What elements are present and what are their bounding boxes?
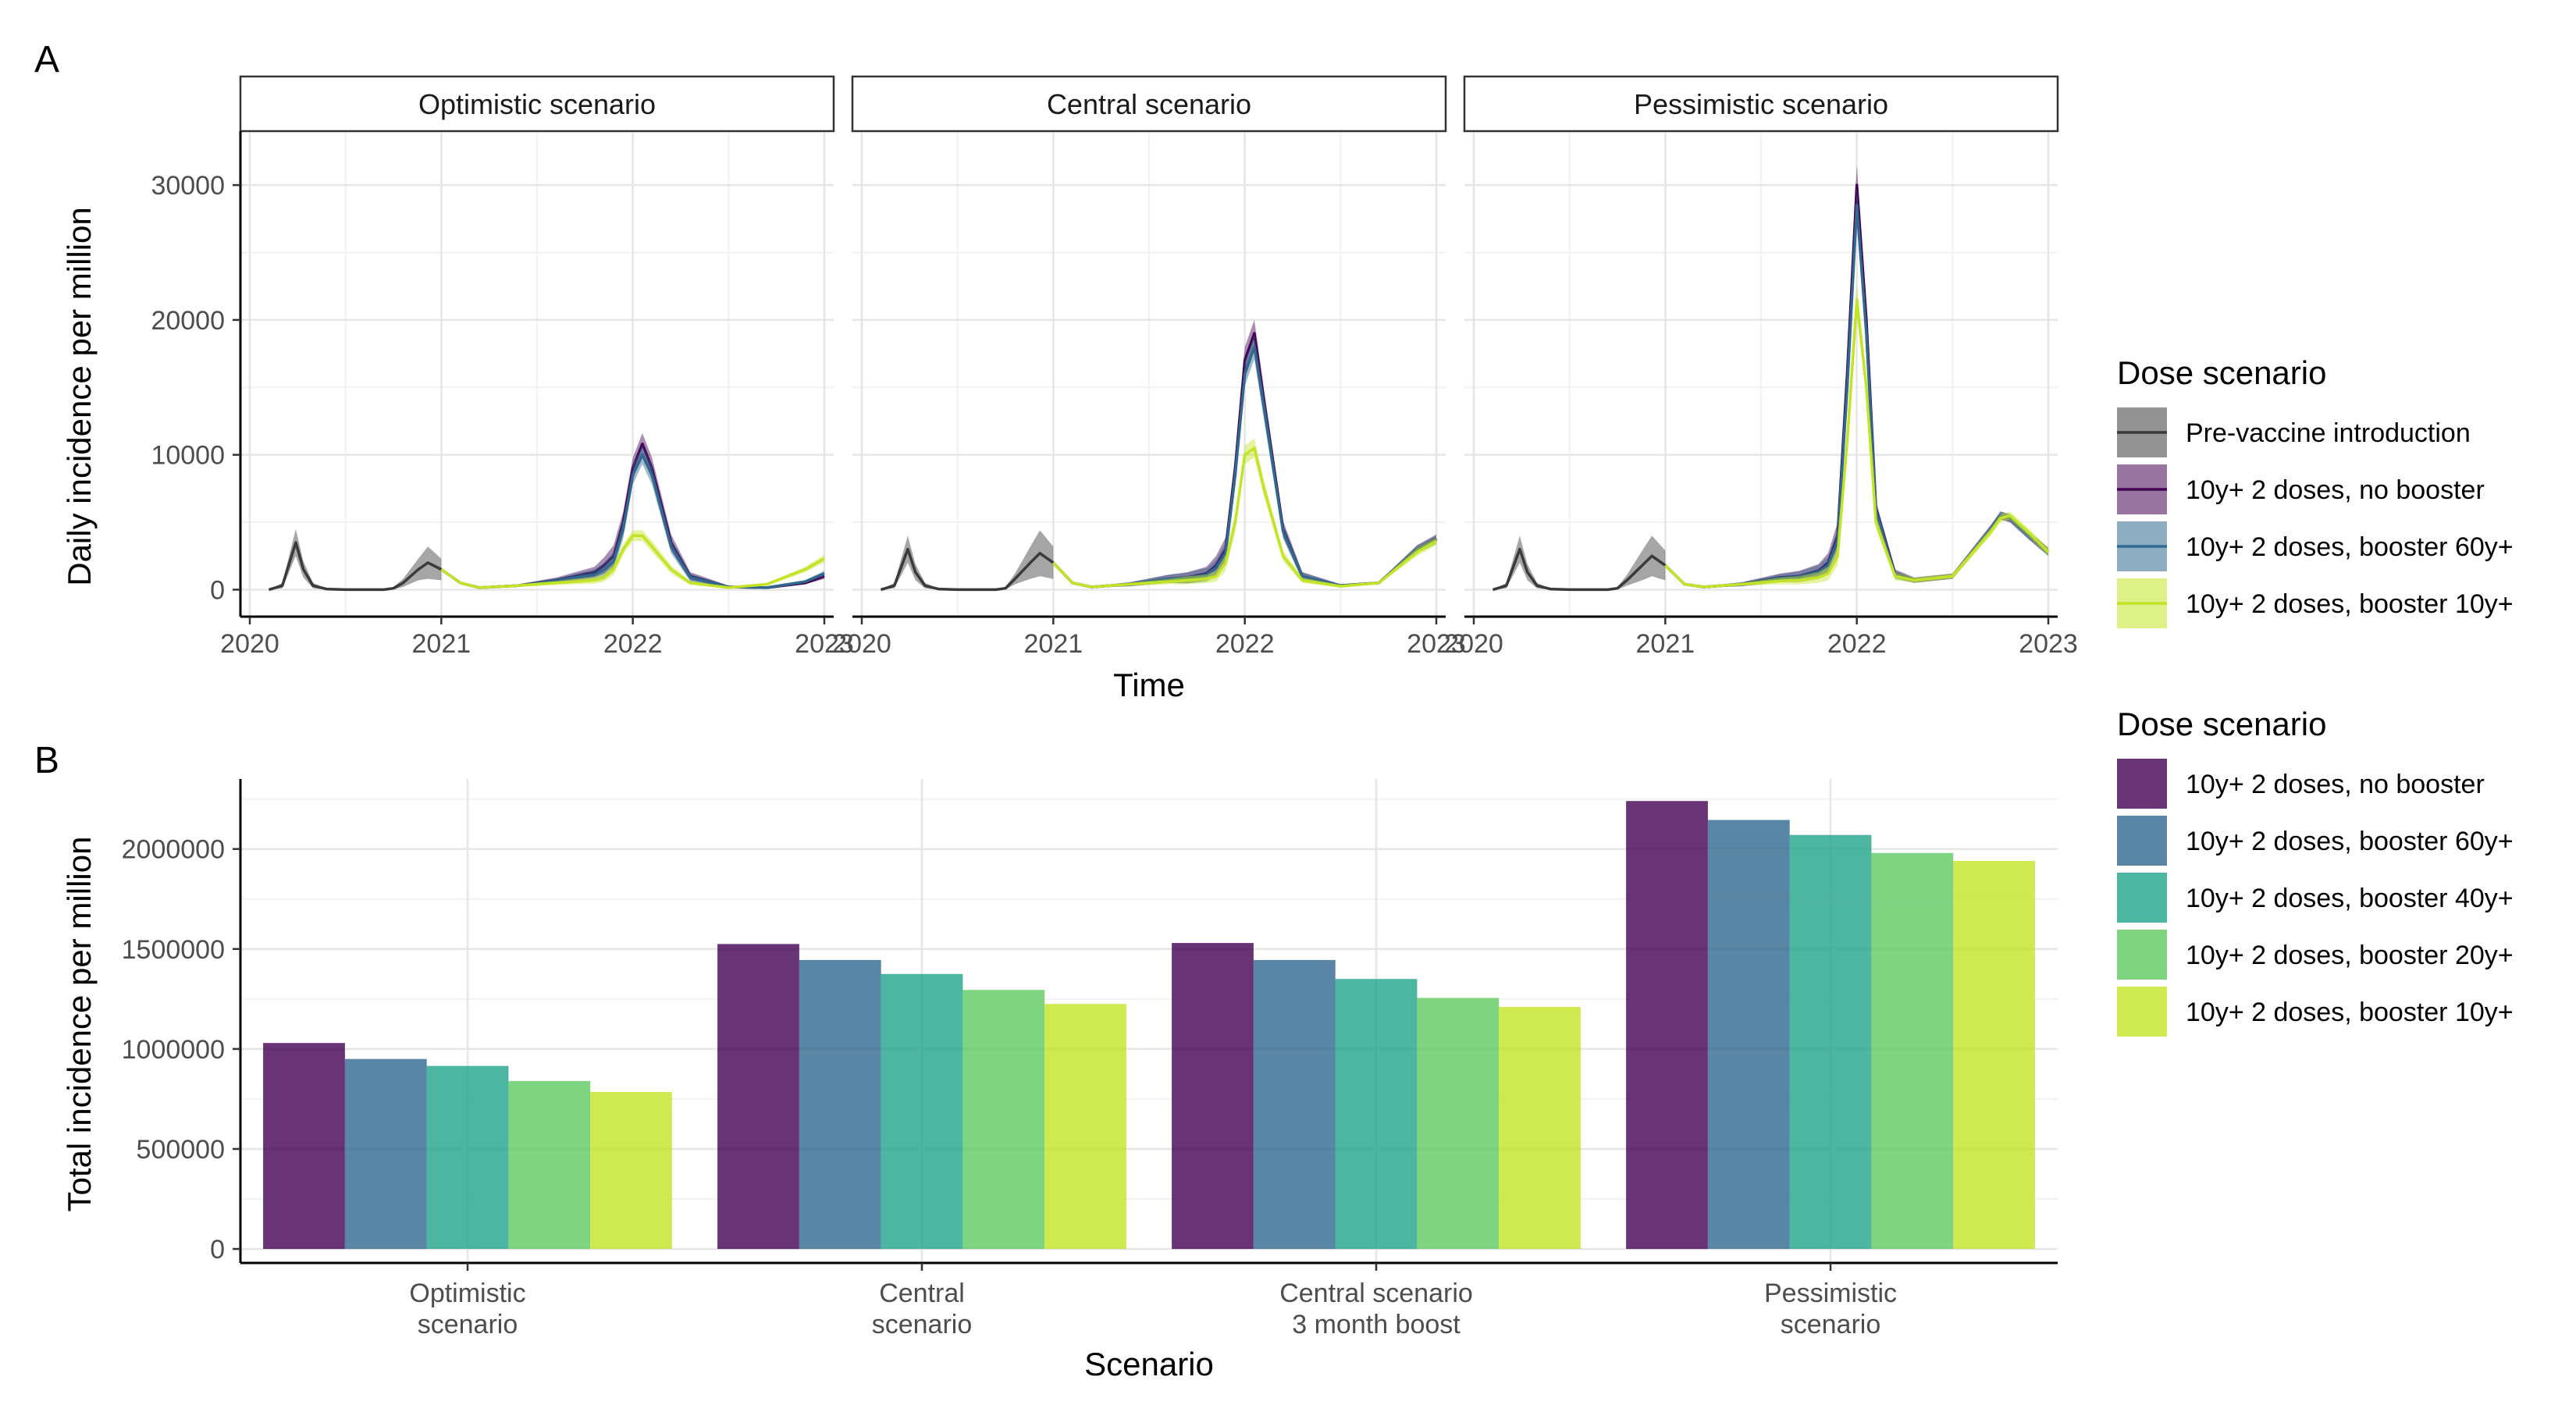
- facet-strip-title: Central scenario: [1047, 88, 1251, 120]
- legend-key: [2117, 873, 2167, 923]
- legend-key: [2117, 930, 2167, 980]
- facet-strip: [851, 75, 1447, 133]
- x-tick-label: 2022: [1215, 629, 1275, 659]
- facet-strip-title: Optimistic scenario: [418, 88, 656, 120]
- legend-key: [2117, 759, 2167, 809]
- line-legend: Dose scenario Pre-vaccine introduction 10…: [2117, 354, 2514, 628]
- x-tick-label: Central scenario: [1279, 1279, 1473, 1308]
- x-tick-label: 2020: [220, 629, 279, 659]
- bar: [1707, 820, 1790, 1249]
- bar: [344, 1058, 427, 1250]
- legend-label: 10y+ 2 doses, booster 10y+: [2186, 998, 2514, 1027]
- x-tick-label: 2021: [1636, 629, 1695, 659]
- y-tick-label: 30000: [151, 171, 225, 201]
- facet-strip-title: Pessimistic scenario: [1634, 88, 1888, 120]
- y-tick-label: 20000: [151, 306, 225, 336]
- y-tick-label: 500000: [137, 1135, 225, 1165]
- bar: [426, 1065, 509, 1249]
- y-tick-label: 1000000: [122, 1035, 225, 1065]
- bar: [1953, 861, 2035, 1249]
- panel-label-a: A: [34, 39, 59, 80]
- bar: [799, 959, 881, 1250]
- y-tick-label: 10000: [151, 441, 225, 471]
- bar-legend-title: Dose scenario: [2117, 706, 2326, 742]
- facet-strip: [239, 75, 835, 133]
- x-tick-label: 2022: [603, 629, 663, 659]
- line-chart-panel: Optimistic scenario 2020 2021 2022 2023 Centr…: [61, 75, 2514, 703]
- bar: [263, 1043, 345, 1250]
- x-tick-label: scenario: [1781, 1310, 1881, 1339]
- y-tick-label: 2000000: [122, 835, 225, 865]
- x-tick-label: 2023: [795, 629, 854, 659]
- x-tick-label: 2020: [1444, 629, 1503, 659]
- bar-x-axis-label: Scenario: [1084, 1346, 1214, 1382]
- bar: [1417, 998, 1500, 1249]
- facet-strip: [1463, 75, 2059, 133]
- bar-axis-layer: 0500000100000015000002000000Optimisticsc…: [122, 779, 2058, 1339]
- y-tick-label: 0: [210, 575, 225, 605]
- bar: [1499, 1007, 1581, 1250]
- bar: [508, 1080, 591, 1250]
- legend-label: 10y+ 2 doses, booster 10y+: [2186, 589, 2514, 619]
- x-tick-label: 2022: [1827, 629, 1887, 659]
- bar: [590, 1092, 672, 1250]
- series-line: [1493, 547, 1667, 592]
- legend-label: Pre-vaccine introduction: [2186, 418, 2471, 448]
- legend-label: 10y+ 2 doses, no booster: [2186, 475, 2485, 505]
- x-tick-label: 2023: [1407, 629, 1466, 659]
- bar: [1044, 1004, 1126, 1249]
- series-line: [881, 547, 1055, 592]
- legend-label: 10y+ 2 doses, booster 60y+: [2186, 827, 2514, 856]
- x-tick-label: Central: [879, 1279, 965, 1308]
- x-tick-label: Pessimistic: [1764, 1279, 1897, 1308]
- facet-data-layer: [269, 165, 2050, 592]
- line-y-axis-label: Daily incidence per million: [61, 207, 98, 586]
- bar-y-axis-label: Total incidence per million: [61, 837, 98, 1212]
- legend-label: 10y+ 2 doses, no booster: [2186, 770, 2485, 799]
- bar: [1253, 959, 1336, 1250]
- legend-label: 10y+ 2 doses, booster 20y+: [2186, 941, 2514, 970]
- x-tick-label: scenario: [872, 1310, 973, 1339]
- series-line: [1052, 446, 1437, 589]
- x-tick-label: 2020: [832, 629, 891, 659]
- bar-data-layer: [263, 801, 2035, 1250]
- bar-legend: Dose scenario 10y+ 2 doses, no booster 10…: [2117, 706, 2514, 1037]
- bar: [881, 973, 963, 1250]
- x-tick-label: 2021: [1024, 629, 1083, 659]
- bar: [962, 990, 1045, 1250]
- bar: [1871, 852, 1954, 1250]
- bar-chart-panel: 0500000100000015000002000000Optimisticsc…: [61, 706, 2514, 1382]
- facet-axis-layer: Optimistic scenario 2020 2021 2022 2023 Centr…: [151, 75, 2078, 659]
- legend-label: 10y+ 2 doses, booster 40y+: [2186, 884, 2514, 913]
- x-tick-label: Optimistic: [409, 1279, 525, 1308]
- bar: [1789, 834, 1872, 1249]
- y-tick-label: 1500000: [122, 935, 225, 965]
- legend-label: 10y+ 2 doses, booster 60y+: [2186, 532, 2514, 562]
- series-line: [440, 534, 825, 589]
- x-tick-label: 2023: [2019, 629, 2078, 659]
- x-tick-label: 2021: [412, 629, 471, 659]
- facet-grid-layer: [240, 131, 2058, 617]
- series-line: [1664, 298, 2050, 589]
- series-band: [441, 433, 824, 589]
- bar: [717, 944, 799, 1250]
- bar: [1335, 979, 1418, 1250]
- line-x-axis-label: Time: [1113, 667, 1185, 703]
- x-tick-label: 3 month boost: [1292, 1310, 1461, 1339]
- y-tick-label: 0: [210, 1235, 225, 1264]
- bar: [1172, 943, 1254, 1250]
- bar: [1626, 801, 1708, 1250]
- series-line: [269, 541, 443, 592]
- panel-label-b: B: [34, 740, 59, 781]
- legend-key: [2117, 816, 2167, 866]
- line-legend-title: Dose scenario: [2117, 354, 2326, 391]
- x-tick-label: scenario: [418, 1310, 518, 1339]
- legend-key: [2117, 987, 2167, 1037]
